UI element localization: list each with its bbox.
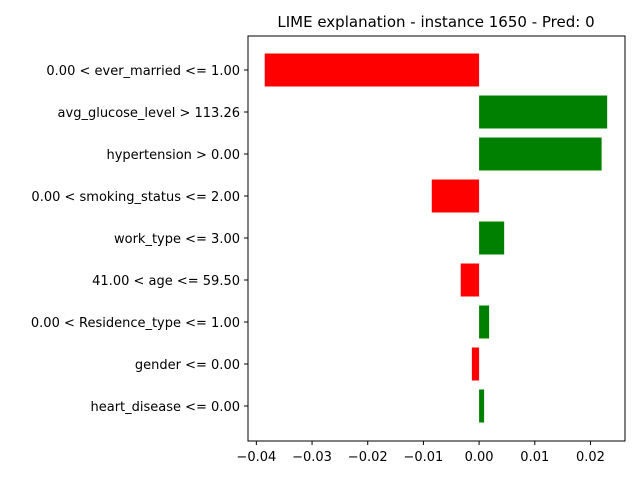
bar-0 bbox=[264, 53, 480, 87]
x-tick-label-0: −0.04 bbox=[236, 450, 276, 465]
chart-title: LIME explanation - instance 1650 - Pred:… bbox=[277, 13, 594, 31]
bar-8 bbox=[479, 389, 485, 423]
bar-5 bbox=[460, 263, 480, 297]
category-labels-group: 0.00 < ever_married <= 1.00 avg_glucose_l… bbox=[31, 64, 248, 415]
bars-group bbox=[264, 53, 608, 423]
bar-3 bbox=[431, 179, 480, 213]
x-tick-label-4: 0.00 bbox=[465, 450, 494, 465]
x-tick-label-3: −0.01 bbox=[403, 450, 443, 465]
category-label-8: heart_disease <= 0.00 bbox=[90, 400, 240, 415]
category-label-0: 0.00 < ever_married <= 1.00 bbox=[46, 64, 240, 79]
category-label-6: 0.00 < Residence_type <= 1.00 bbox=[31, 316, 240, 331]
bar-6 bbox=[479, 305, 490, 339]
bar-7 bbox=[471, 347, 480, 381]
bar-1 bbox=[479, 95, 608, 129]
bar-2 bbox=[479, 137, 602, 171]
category-label-1: avg_glucose_level > 113.26 bbox=[58, 106, 240, 121]
x-tick-label-5: 0.01 bbox=[520, 450, 549, 465]
category-label-5: 41.00 < age <= 59.50 bbox=[92, 274, 240, 289]
x-tick-label-1: −0.03 bbox=[292, 450, 332, 465]
axes-frame bbox=[247, 35, 626, 442]
x-tick-label-2: −0.02 bbox=[348, 450, 388, 465]
category-label-2: hypertension > 0.00 bbox=[106, 148, 240, 163]
x-tick-label-6: 0.02 bbox=[576, 450, 605, 465]
x-ticks-group: −0.04 −0.03 −0.02 −0.01 0.00 0.01 0.02 bbox=[236, 441, 605, 465]
bar-4 bbox=[479, 221, 505, 255]
category-label-7: gender <= 0.00 bbox=[135, 358, 240, 373]
category-label-3: 0.00 < smoking_status <= 2.00 bbox=[31, 190, 240, 205]
category-label-4: work_type <= 3.00 bbox=[114, 232, 240, 247]
